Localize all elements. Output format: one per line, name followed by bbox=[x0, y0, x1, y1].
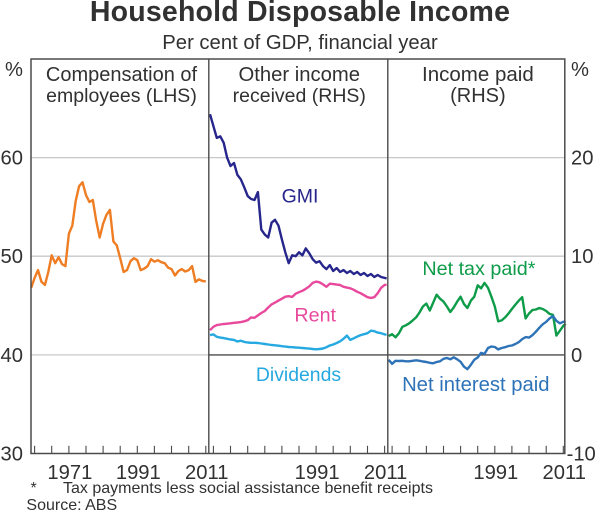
svg-text:%: % bbox=[5, 59, 23, 81]
svg-text:-10: -10 bbox=[567, 443, 596, 465]
svg-text:Per cent of GDP, financial yea: Per cent of GDP, financial year bbox=[162, 32, 438, 54]
svg-text:Net tax paid*: Net tax paid* bbox=[422, 258, 535, 280]
svg-text:Rent: Rent bbox=[294, 304, 336, 326]
svg-text:20: 20 bbox=[571, 148, 593, 170]
svg-text:employees (LHS): employees (LHS) bbox=[46, 85, 197, 107]
svg-text:Dividends: Dividends bbox=[256, 364, 341, 386]
svg-text:Household Disposable Income: Household Disposable Income bbox=[90, 0, 510, 28]
svg-text:40: 40 bbox=[1, 345, 23, 367]
svg-text:Income paid: Income paid bbox=[422, 63, 534, 86]
svg-text:*: * bbox=[31, 480, 37, 497]
svg-text:Net interest paid: Net interest paid bbox=[402, 374, 549, 396]
svg-text:60: 60 bbox=[1, 148, 23, 170]
svg-text:50: 50 bbox=[1, 246, 23, 268]
svg-text:Compensation of: Compensation of bbox=[46, 64, 198, 86]
svg-text:1991: 1991 bbox=[473, 462, 518, 484]
svg-text:2011: 2011 bbox=[543, 462, 586, 484]
svg-text:%: % bbox=[571, 59, 589, 81]
svg-text:1991: 1991 bbox=[116, 462, 161, 484]
svg-text:10: 10 bbox=[571, 246, 593, 268]
svg-text:Other income: Other income bbox=[239, 64, 361, 86]
svg-text:Tax payments less social assis: Tax payments less social assistance bene… bbox=[63, 480, 433, 497]
svg-text:30: 30 bbox=[1, 443, 23, 465]
svg-text:(RHS): (RHS) bbox=[450, 85, 506, 107]
svg-text:1991: 1991 bbox=[295, 462, 340, 484]
svg-text:2011: 2011 bbox=[364, 462, 407, 484]
svg-text:1971: 1971 bbox=[47, 462, 92, 484]
svg-text:2011: 2011 bbox=[185, 462, 228, 484]
svg-text:0: 0 bbox=[571, 345, 582, 367]
svg-text:Source: ABS: Source: ABS bbox=[26, 497, 117, 514]
svg-text:GMI: GMI bbox=[282, 185, 319, 207]
svg-text:received (RHS): received (RHS) bbox=[233, 85, 366, 107]
